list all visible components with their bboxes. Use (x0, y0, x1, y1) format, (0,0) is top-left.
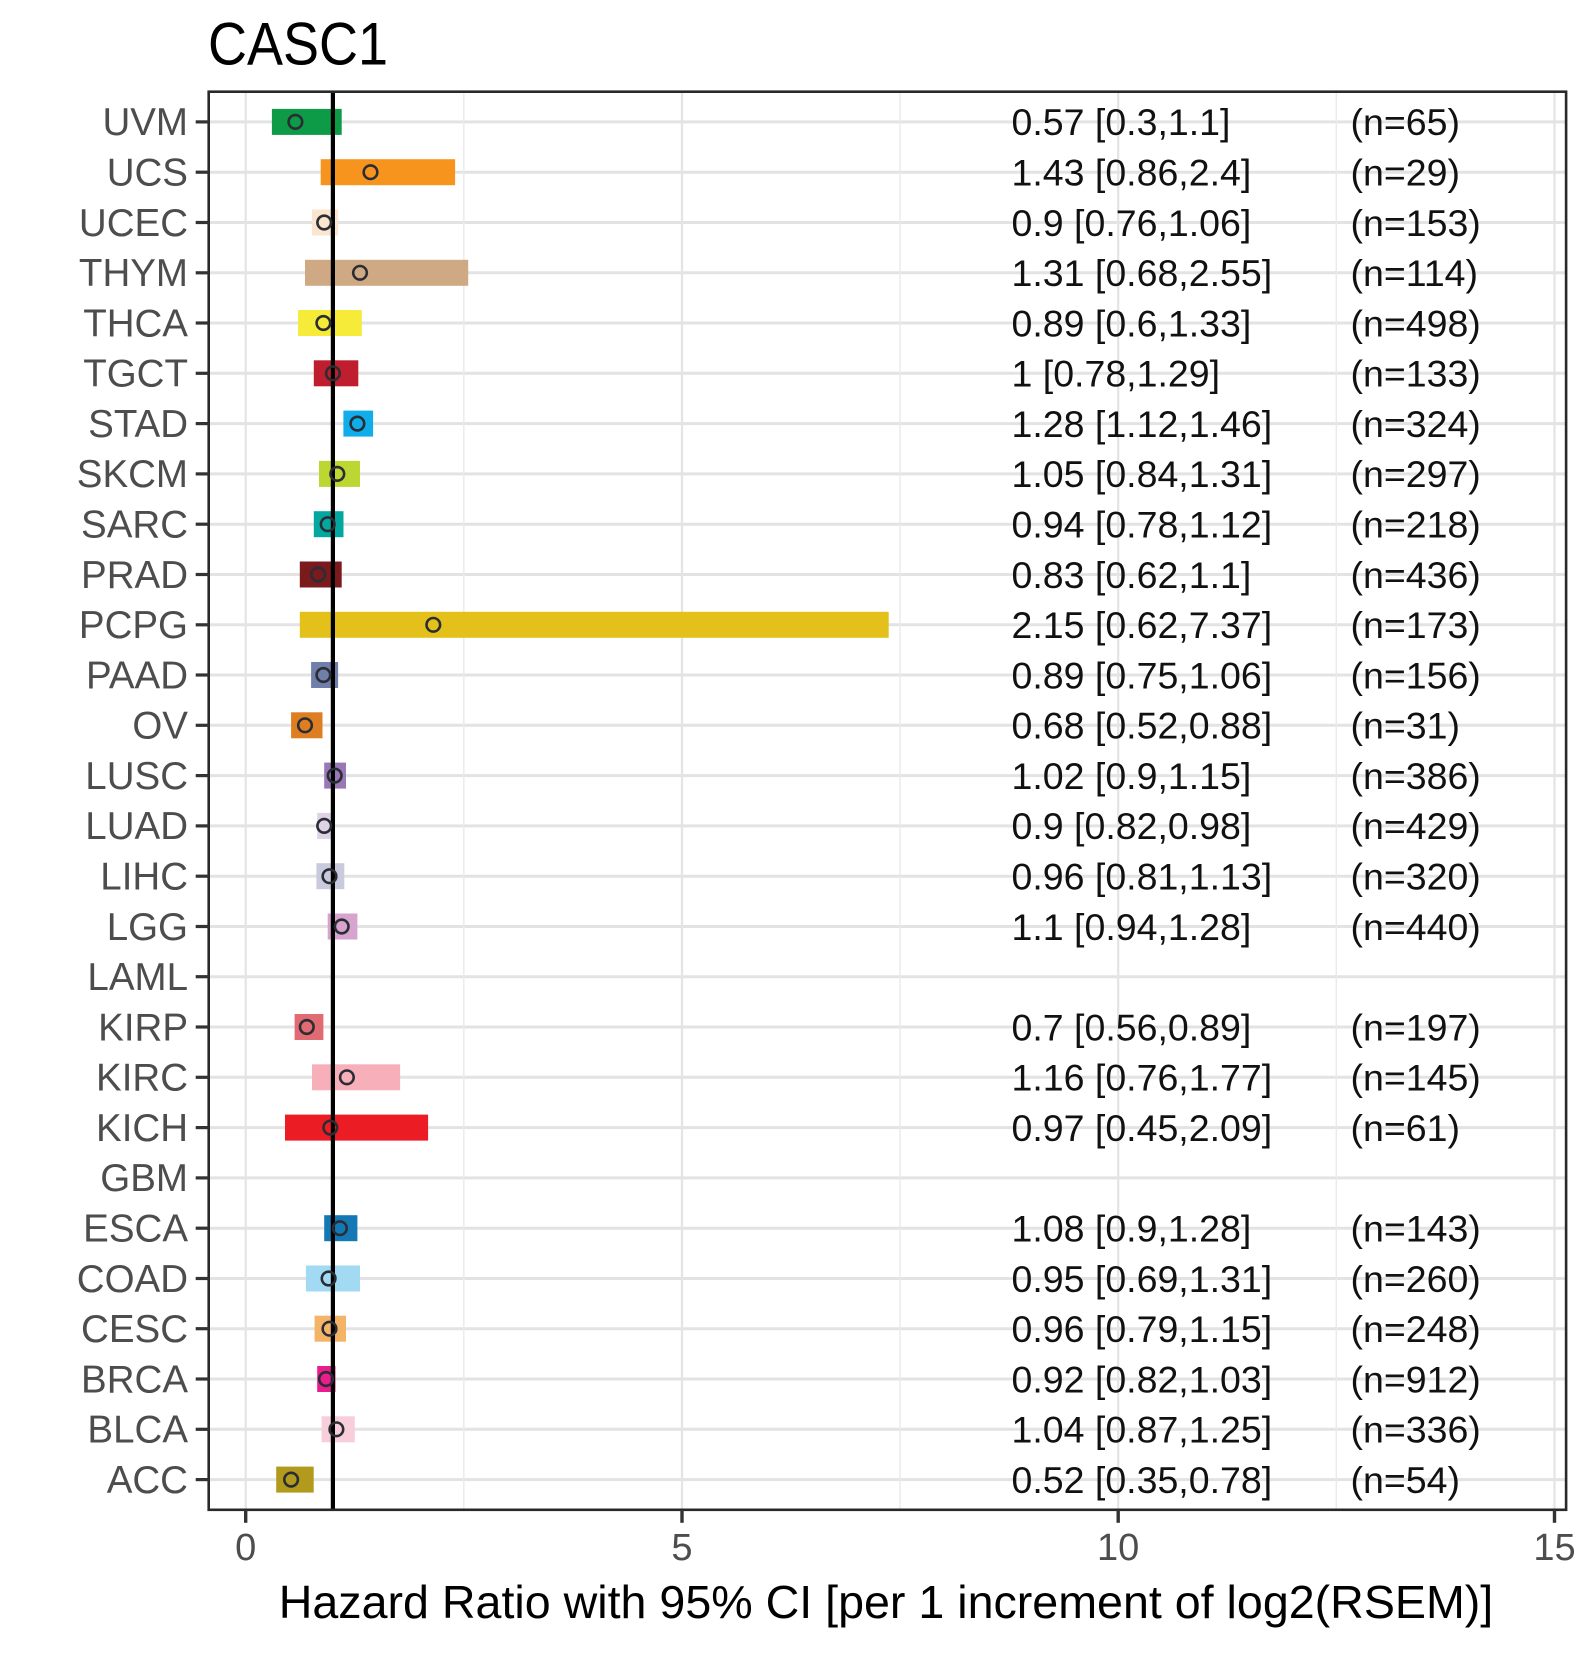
svg-text:CASC1: CASC1 (208, 11, 388, 78)
svg-text:KIRC: KIRC (96, 1057, 188, 1100)
svg-text:COAD: COAD (77, 1258, 188, 1301)
svg-text:OV: OV (132, 705, 188, 748)
svg-text:1.43 [0.86,2.4]: 1.43 [0.86,2.4] (1012, 152, 1252, 194)
svg-text:(n=248): (n=248) (1351, 1308, 1481, 1350)
svg-text:UCEC: UCEC (79, 202, 188, 245)
svg-text:0.52 [0.35,0.78]: 0.52 [0.35,0.78] (1012, 1459, 1273, 1501)
svg-text:THCA: THCA (83, 302, 188, 345)
svg-text:BLCA: BLCA (87, 1409, 188, 1452)
svg-text:1 [0.78,1.29]: 1 [0.78,1.29] (1012, 353, 1221, 395)
svg-text:(n=320): (n=320) (1351, 856, 1481, 898)
svg-text:0.83 [0.62,1.1]: 0.83 [0.62,1.1] (1012, 554, 1252, 596)
svg-text:LAML: LAML (87, 956, 188, 999)
svg-text:1.02 [0.9,1.15]: 1.02 [0.9,1.15] (1012, 755, 1252, 797)
svg-text:(n=65): (n=65) (1351, 101, 1460, 143)
svg-text:ESCA: ESCA (83, 1208, 188, 1251)
svg-text:(n=260): (n=260) (1351, 1258, 1481, 1300)
svg-text:(n=324): (n=324) (1351, 403, 1481, 445)
svg-text:KICH: KICH (96, 1107, 188, 1150)
svg-text:UCS: UCS (107, 152, 188, 195)
svg-text:(n=54): (n=54) (1351, 1459, 1460, 1501)
svg-text:1.28 [1.12,1.46]: 1.28 [1.12,1.46] (1012, 403, 1273, 445)
svg-text:1.16 [0.76,1.77]: 1.16 [0.76,1.77] (1012, 1057, 1273, 1099)
svg-text:0.9 [0.76,1.06]: 0.9 [0.76,1.06] (1012, 202, 1252, 244)
svg-text:ACC: ACC (107, 1459, 188, 1502)
svg-text:(n=133): (n=133) (1351, 353, 1481, 395)
svg-text:1.04 [0.87,1.25]: 1.04 [0.87,1.25] (1012, 1409, 1273, 1451)
svg-text:0.68 [0.52,0.88]: 0.68 [0.52,0.88] (1012, 705, 1273, 747)
svg-text:TGCT: TGCT (83, 353, 188, 396)
svg-text:LUSC: LUSC (85, 755, 188, 798)
svg-text:1.05 [0.84,1.31]: 1.05 [0.84,1.31] (1012, 453, 1273, 495)
svg-text:0.9 [0.82,0.98]: 0.9 [0.82,0.98] (1012, 805, 1252, 847)
svg-text:UVM: UVM (102, 101, 188, 144)
svg-text:1.1 [0.94,1.28]: 1.1 [0.94,1.28] (1012, 906, 1252, 948)
svg-text:0: 0 (235, 1527, 256, 1569)
svg-text:LIHC: LIHC (100, 856, 188, 899)
svg-text:(n=143): (n=143) (1351, 1208, 1481, 1250)
svg-text:1.08 [0.9,1.28]: 1.08 [0.9,1.28] (1012, 1208, 1252, 1250)
svg-text:15: 15 (1533, 1527, 1575, 1569)
svg-text:(n=114): (n=114) (1351, 252, 1479, 294)
svg-text:PCPG: PCPG (79, 604, 188, 647)
svg-text:0.94 [0.78,1.12]: 0.94 [0.78,1.12] (1012, 504, 1273, 546)
svg-text:5: 5 (671, 1527, 692, 1569)
svg-text:0.96 [0.79,1.15]: 0.96 [0.79,1.15] (1012, 1308, 1273, 1350)
svg-text:0.97 [0.45,2.09]: 0.97 [0.45,2.09] (1012, 1107, 1273, 1149)
svg-text:(n=429): (n=429) (1351, 805, 1481, 847)
svg-text:(n=440): (n=440) (1351, 906, 1481, 948)
svg-text:(n=29): (n=29) (1351, 152, 1460, 194)
svg-text:0.95 [0.69,1.31]: 0.95 [0.69,1.31] (1012, 1258, 1273, 1300)
svg-text:Hazard Ratio with 95% CI [per: Hazard Ratio with 95% CI [per 1 incremen… (279, 1576, 1494, 1628)
svg-text:(n=145): (n=145) (1351, 1057, 1481, 1099)
svg-text:SKCM: SKCM (77, 453, 188, 496)
svg-text:GBM: GBM (100, 1157, 188, 1200)
svg-text:(n=31): (n=31) (1351, 705, 1460, 747)
svg-text:1.31 [0.68,2.55]: 1.31 [0.68,2.55] (1012, 252, 1273, 294)
svg-text:KIRP: KIRP (98, 1006, 188, 1049)
svg-text:(n=197): (n=197) (1351, 1006, 1481, 1048)
svg-text:0.57 [0.3,1.1]: 0.57 [0.3,1.1] (1012, 101, 1231, 143)
svg-text:THYM: THYM (79, 252, 188, 295)
svg-text:STAD: STAD (88, 403, 188, 446)
svg-text:0.7 [0.56,0.89]: 0.7 [0.56,0.89] (1012, 1006, 1252, 1048)
svg-text:(n=386): (n=386) (1351, 755, 1481, 797)
svg-text:CESC: CESC (81, 1308, 188, 1351)
svg-text:(n=153): (n=153) (1351, 202, 1481, 244)
svg-text:2.15 [0.62,7.37]: 2.15 [0.62,7.37] (1012, 604, 1273, 646)
svg-text:0.89 [0.6,1.33]: 0.89 [0.6,1.33] (1012, 302, 1252, 344)
svg-text:(n=156): (n=156) (1351, 654, 1481, 696)
svg-text:PAAD: PAAD (86, 654, 188, 697)
svg-text:(n=498): (n=498) (1351, 302, 1481, 344)
svg-text:(n=912): (n=912) (1351, 1358, 1481, 1400)
svg-text:(n=61): (n=61) (1351, 1107, 1460, 1149)
svg-text:0.96 [0.81,1.13]: 0.96 [0.81,1.13] (1012, 856, 1273, 898)
svg-text:PRAD: PRAD (81, 554, 188, 597)
svg-text:0.89 [0.75,1.06]: 0.89 [0.75,1.06] (1012, 654, 1273, 696)
svg-text:LUAD: LUAD (85, 805, 188, 848)
svg-text:LGG: LGG (107, 906, 188, 949)
svg-text:(n=297): (n=297) (1351, 453, 1481, 495)
svg-text:0.92 [0.82,1.03]: 0.92 [0.82,1.03] (1012, 1358, 1273, 1400)
svg-text:10: 10 (1097, 1527, 1139, 1569)
svg-text:(n=173): (n=173) (1351, 604, 1481, 646)
svg-text:(n=436): (n=436) (1351, 554, 1481, 596)
svg-text:(n=218): (n=218) (1351, 504, 1481, 546)
svg-text:BRCA: BRCA (81, 1358, 188, 1401)
svg-text:(n=336): (n=336) (1351, 1409, 1481, 1451)
svg-text:SARC: SARC (81, 504, 188, 547)
